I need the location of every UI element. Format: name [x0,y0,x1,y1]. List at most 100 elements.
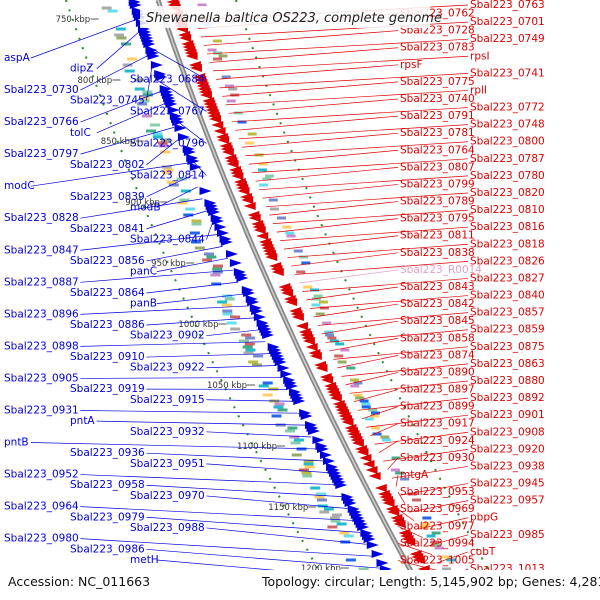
cog-feature-block [226,321,237,325]
cog-feature-block [253,354,264,358]
left-callout-line [146,516,361,533]
reverse-cds-arrow [285,298,298,306]
cog-feature-block [221,303,232,307]
left-callout-line [96,31,140,69]
reverse-cds-arrow [265,253,278,261]
right-callout-line [345,372,399,386]
cog-feature-block [142,90,153,94]
cog-feature-block [258,384,269,388]
kbp-tick-labels: 750 kbp 800 kbp 850 kbp 900 kbp 950 kbp 1000 … [56,15,349,574]
left-callout-line [156,186,198,208]
forward-cds-arrow [376,559,389,567]
right-callout-line [337,355,399,369]
reverse-gene-label: Sbal223_0748 [470,119,545,131]
right-callout-line [245,141,469,157]
cog-feature-block [183,213,194,217]
reverse-gene-label: Sbal223_0775 [400,76,475,88]
genome-backbone-highlight [157,0,428,600]
reverse-gene-label: Sbal223_0811 [400,230,475,242]
accession-text: Accession: NC_011663 [8,574,150,589]
reverse-cds-arrow [393,520,406,528]
forward-cds-arrow [187,157,200,165]
left-callout-line [146,174,194,198]
cog-feature-block [247,132,257,136]
cog-feature-block [313,294,323,298]
reverse-gene-label: Sbal223_1005 [400,554,475,566]
forward-gene-label: tolC [70,127,91,139]
cog-feature-block [441,555,451,559]
cog-feature-block [185,207,196,211]
forward-gene-label: Sbal223_0896 [4,308,79,320]
reverse-cds-arrow [321,376,334,384]
cog-feature-block [277,408,288,412]
forward-cds-arrow [183,148,196,156]
cog-feature-block [302,474,313,478]
reverse-cds-arrow [291,313,304,321]
forward-cds-arrow [133,13,146,21]
kbp-tick-label: 1200 kbp [301,564,341,574]
right-callout-line [309,295,469,309]
left-callout-line [80,506,354,521]
cog-feature-block [168,183,179,187]
forward-gene-label: pntB [4,437,29,449]
forward-cds-arrow [280,370,293,378]
cog-feature-block [276,216,286,220]
kbp-tick-label: 950 kbp [151,259,186,269]
left-callout-line [146,353,271,358]
left-callout-line [80,126,175,155]
forward-gene-label: Sbal223_0841 [70,223,145,235]
forward-gene-label: Sbal223_0936 [70,447,145,459]
reverse-gene-label: Sbal223_0875 [470,341,545,353]
forward-cds-arrow [189,163,202,171]
left-callout-line [30,19,135,59]
reverse-gene-label: Sbal223_0899 [400,401,475,413]
cog-feature-block [303,285,313,289]
cog-feature-block [311,297,321,301]
cog-feature-block [224,297,235,301]
forward-gene-label: Sbal223_0952 [4,469,79,481]
cog-feature-block [337,360,347,364]
right-callout-line [219,73,469,89]
reverse-gene-label: Sbal223_0780 [470,170,545,182]
forward-gene-label: Sbal223_0970 [130,490,205,502]
reverse-cds-arrow [241,196,254,204]
right-callout-line [298,269,399,284]
cog-feature-block [134,78,145,82]
cog-feature-block [301,471,312,475]
left-callout-line [206,495,348,509]
right-callout-line [216,64,399,80]
reverse-cds-arrow [281,289,294,297]
forward-cds-arrow [236,274,249,282]
forward-gene-label: Sbal223_0886 [70,319,145,331]
cog-feature-block [202,258,213,262]
cog-feature-block [218,54,228,58]
reverse-gene-label: Sbal223_0781 [400,127,475,139]
right-callout-line [203,30,399,46]
cog-feature-block [242,345,253,349]
cog-feature-block [241,333,252,337]
cog-feature-block [395,471,405,475]
left-callout-line [80,341,266,347]
cog-feature-block [290,441,301,445]
reverse-cds-arrow [302,337,315,345]
forward-cds-arrow [286,382,299,390]
cog-feature-block [161,165,172,169]
cog-feature-block [176,177,187,181]
cog-feature-block [446,558,456,562]
cog-feature-block [400,477,410,481]
right-callout-line [341,363,469,377]
cog-feature-block [430,540,440,544]
left-callout-line [146,138,180,166]
reverse-gene-label: rpsF [400,59,423,71]
forward-gene-label: Sbal223_0839 [70,191,145,203]
left-callout-line [80,91,161,123]
reverse-gene-label: Sbal223_0764 [400,144,475,156]
cog-feature-block [434,546,444,550]
forward-gene-label: Sbal223_0847 [4,244,79,256]
cog-feature-block [371,411,381,415]
cog-feature-block [291,453,302,457]
left-callout-line [146,210,208,230]
cog-feature-block [228,87,238,91]
right-callout-line [273,209,469,224]
cog-feature-block [212,267,223,271]
